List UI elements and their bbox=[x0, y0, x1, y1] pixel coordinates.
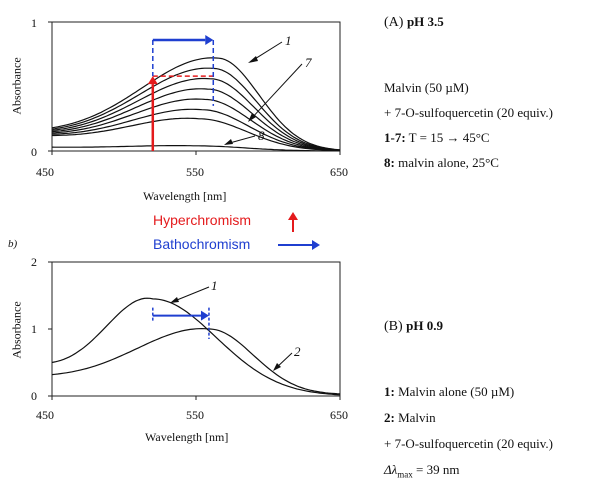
panel-b-leader-1 bbox=[171, 286, 210, 303]
panel-a-series-3 bbox=[51, 77, 341, 151]
panel-b-info-line1-key: 1: bbox=[384, 384, 395, 399]
panel-a-info-line4-key: 8: bbox=[384, 155, 395, 170]
panel-a-info-line3-key: 1-7: bbox=[384, 130, 406, 145]
panel-b-ytick-1: 1 bbox=[31, 322, 37, 336]
legend-red-arrow-head bbox=[288, 212, 298, 220]
panel-a-series-7 bbox=[52, 117, 341, 152]
panel-b-title: (B) pH 0.9 bbox=[384, 318, 443, 335]
panel-a-series-6 bbox=[51, 108, 341, 152]
panel-b-series-1 bbox=[51, 297, 341, 396]
panel-b-xtick-650: 650 bbox=[330, 408, 348, 422]
panel-b-info-line4-text: = 39 nm bbox=[412, 462, 460, 477]
panel-a-leader-7 bbox=[249, 63, 303, 121]
panel-a-series-1 bbox=[51, 57, 341, 151]
panel-a-info-line2: + 7-O-sulfoquercetin (20 equiv.) bbox=[384, 105, 553, 120]
panel-a-info-line3: 1-7: T = 15 → 45°C bbox=[384, 130, 490, 146]
panel-b-info-line2-key: 2: bbox=[384, 410, 395, 425]
hyperchromism-arrow-head bbox=[147, 76, 158, 85]
panel-b-info-delta: Δλ bbox=[384, 462, 398, 477]
panel-a-leader-8-head bbox=[224, 139, 233, 145]
panel-b-info-delta-sub: max bbox=[397, 469, 413, 480]
panel-b-title-ph: pH 0.9 bbox=[406, 318, 444, 333]
bathochromism-arrow-head bbox=[205, 35, 214, 46]
panel-a-title: (A) pH 3.5 bbox=[384, 14, 444, 31]
panel-a-series-4 bbox=[51, 88, 341, 151]
panel-a-info-line4-text: malvin alone, 25°C bbox=[394, 155, 499, 170]
legend-blue-arrow-head bbox=[312, 240, 320, 250]
panel-a-plot bbox=[48, 21, 341, 155]
panel-a-curve-label-1: 1 bbox=[285, 33, 292, 48]
panel-a-ytick-1: 1 bbox=[31, 16, 37, 30]
panel-a-xtick-550: 550 bbox=[186, 165, 204, 179]
panel-b-sublabel: b) bbox=[8, 238, 18, 250]
panel-a-xlabel: Wavelength [nm] bbox=[143, 189, 227, 203]
panel-b-info-line3: + 7-O-sulfoquercetin (20 equiv.) bbox=[384, 436, 553, 451]
panel-b-info-line4: Δλmax = 39 nm bbox=[384, 462, 459, 483]
panel-a-series-5 bbox=[51, 98, 341, 151]
panel-b-ytick-0: 0 bbox=[31, 389, 37, 403]
panel-b-info-line1-text: Malvin alone (50 µM) bbox=[394, 384, 515, 399]
panel-a-xtick-450: 450 bbox=[36, 165, 54, 179]
panel-b-leader-1-head bbox=[170, 297, 179, 303]
panel-b-curve-label-1: 1 bbox=[211, 278, 218, 293]
panel-b-info-line2-text: Malvin bbox=[394, 410, 436, 425]
panel-b-ytick-2: 2 bbox=[31, 255, 37, 269]
panel-b-leader-2-head bbox=[273, 363, 281, 371]
shift-arrow-head bbox=[200, 310, 209, 321]
panel-a-plot-frame bbox=[51, 21, 341, 152]
panel-b-title-prefix: (B) bbox=[384, 319, 407, 334]
panel-a-title-ph: pH 3.5 bbox=[406, 14, 444, 29]
panel-a-leader-7-head bbox=[248, 113, 256, 122]
panel-a-ylabel: Absorbance bbox=[9, 57, 24, 115]
panel-a-series-8 bbox=[51, 145, 340, 152]
panel-a-info-line1: Malvin (50 µM) bbox=[384, 80, 469, 95]
panel-a-ytick-0: 0 bbox=[31, 145, 37, 159]
panel-b-xtick-450: 450 bbox=[36, 408, 54, 422]
panel-a-title-prefix: (A) bbox=[384, 15, 407, 30]
panel-b-ylabel: Absorbance bbox=[9, 301, 24, 359]
panel-a-series-2 bbox=[51, 67, 341, 151]
legend-bathochromism: Bathochromism bbox=[153, 236, 251, 252]
panel-b-xlabel: Wavelength [nm] bbox=[145, 430, 229, 444]
panel-a-curve-label-8: 8 bbox=[258, 128, 265, 143]
panel-a-curve-label-7: 7 bbox=[305, 55, 312, 70]
panel-b-info-line1: 1: Malvin alone (50 µM) bbox=[384, 384, 514, 400]
legend-hyperchromism: Hyperchromism bbox=[153, 212, 252, 228]
panel-a-info-line4: 8: malvin alone, 25°C bbox=[384, 155, 499, 171]
panel-b-plot bbox=[48, 261, 341, 400]
panel-a-xtick-650: 650 bbox=[330, 165, 348, 179]
panel-b-info-line2: 2: Malvin bbox=[384, 410, 436, 426]
panel-b-curve-label-2: 2 bbox=[294, 344, 301, 359]
panel-a-info-line3-text: T = 15 → 45°C bbox=[405, 130, 490, 145]
panel-b-series-2 bbox=[51, 327, 341, 395]
panel-b-xtick-550: 550 bbox=[186, 408, 204, 422]
panel-a-leader-1-head bbox=[248, 56, 258, 63]
legend-arrows bbox=[278, 212, 320, 250]
